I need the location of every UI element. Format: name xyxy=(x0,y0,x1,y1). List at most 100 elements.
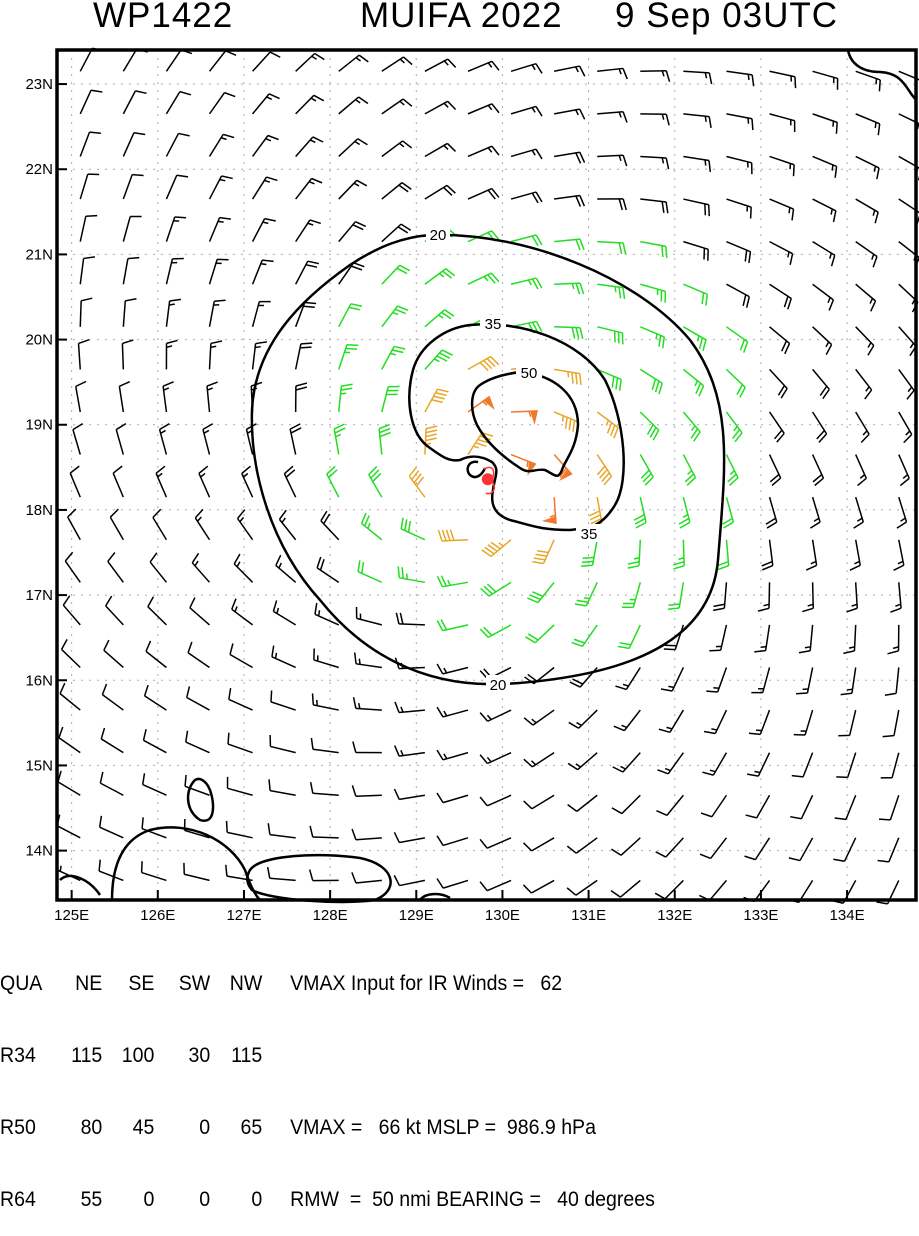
wind-barb xyxy=(270,735,296,753)
wind-barb xyxy=(789,838,813,861)
barb-staff xyxy=(100,783,123,795)
barb-full xyxy=(883,736,894,737)
barb-full xyxy=(91,90,102,92)
barb-half xyxy=(893,647,899,648)
barb-half xyxy=(267,97,272,99)
barb-staff xyxy=(443,880,468,888)
wind-barb xyxy=(813,199,836,222)
wind-barb xyxy=(284,466,295,497)
wind-barb xyxy=(398,566,425,582)
barb-full xyxy=(392,350,403,353)
barb-full xyxy=(353,742,356,753)
barb-full xyxy=(861,434,869,442)
wind-barb xyxy=(813,327,832,355)
barb-full xyxy=(262,260,273,261)
barb-full xyxy=(628,566,639,568)
wind-barb xyxy=(238,510,253,540)
barb-half xyxy=(903,475,907,479)
barb-full xyxy=(76,382,86,387)
barb-full xyxy=(656,381,659,392)
wind-barb xyxy=(770,156,795,176)
barb-full xyxy=(795,77,796,88)
barb-staff xyxy=(711,838,727,859)
wind-barb xyxy=(554,152,584,163)
wind-barb xyxy=(726,455,738,486)
wind-barb xyxy=(166,299,180,326)
barb-half xyxy=(576,110,578,115)
barb-staff xyxy=(123,259,128,285)
contour-label-20: 20 xyxy=(430,227,447,244)
barb-full xyxy=(792,209,793,220)
barb-full xyxy=(296,387,307,390)
wind-barb xyxy=(899,412,912,443)
barb-half xyxy=(276,653,277,659)
barb-full xyxy=(122,340,133,343)
wind-barb xyxy=(468,357,499,371)
wind-barb xyxy=(702,753,726,775)
barb-half xyxy=(863,431,867,435)
barb-staff xyxy=(576,880,597,895)
barb-staff xyxy=(76,386,81,412)
wind-barb xyxy=(65,552,80,582)
wind-barb xyxy=(597,155,626,166)
barb-full xyxy=(524,759,533,767)
wind-barb xyxy=(726,199,751,218)
barb-full xyxy=(659,335,661,346)
wind-barb xyxy=(527,582,554,602)
wind-barb xyxy=(232,599,253,625)
wind-barb xyxy=(813,156,837,177)
wind-barb xyxy=(382,387,400,412)
barb-full xyxy=(576,328,579,339)
rmw-bearing: RMW = 50 nmi BEARING = 40 degrees xyxy=(262,1188,736,1212)
wind-barb xyxy=(659,710,683,732)
longitude-label: 125E xyxy=(54,907,89,920)
barb-full xyxy=(661,689,672,691)
barb-full xyxy=(904,435,912,443)
barb-staff xyxy=(146,651,166,667)
wind-barb xyxy=(190,598,210,625)
barb-full xyxy=(834,211,836,222)
wind-barb xyxy=(511,106,542,116)
barb-half xyxy=(764,604,770,605)
barb-half xyxy=(393,312,398,314)
wind-barb xyxy=(640,71,669,82)
contour-label-20: 20 xyxy=(490,677,507,694)
wind-barb xyxy=(532,540,554,564)
barb-full xyxy=(358,560,360,571)
wind-barb xyxy=(524,838,555,851)
barb-full xyxy=(885,693,896,695)
cell: 30 xyxy=(154,1044,210,1068)
barb-half xyxy=(874,166,875,172)
wind-barb xyxy=(683,71,711,84)
wind-barb xyxy=(271,690,296,710)
barb-half xyxy=(255,347,261,348)
wind-barb xyxy=(481,582,511,596)
barb-half xyxy=(910,343,913,348)
barb-half xyxy=(906,431,910,435)
barb-half xyxy=(434,359,439,362)
barb-half xyxy=(164,388,169,390)
barb-full xyxy=(362,513,367,523)
wind-barb xyxy=(80,90,102,114)
wind-barb xyxy=(296,343,313,369)
barb-half xyxy=(705,116,706,122)
barb-full xyxy=(810,522,820,528)
barb-half xyxy=(568,372,569,378)
barb-half xyxy=(438,315,443,318)
barb-full xyxy=(580,328,583,339)
barb-staff xyxy=(113,473,123,497)
barb-full xyxy=(792,776,803,777)
barb-full xyxy=(311,782,313,793)
barb-full xyxy=(796,693,807,694)
barb-full xyxy=(589,511,599,516)
barb-staff xyxy=(270,878,296,880)
barb-half xyxy=(847,689,853,690)
barb-half xyxy=(662,158,663,164)
barb-staff xyxy=(59,738,80,753)
wind-barb xyxy=(618,625,640,649)
barb-staff xyxy=(270,791,296,796)
barb-half xyxy=(195,561,198,566)
barb-full xyxy=(665,645,676,646)
barb-full xyxy=(132,175,143,176)
barb-full xyxy=(655,893,665,899)
